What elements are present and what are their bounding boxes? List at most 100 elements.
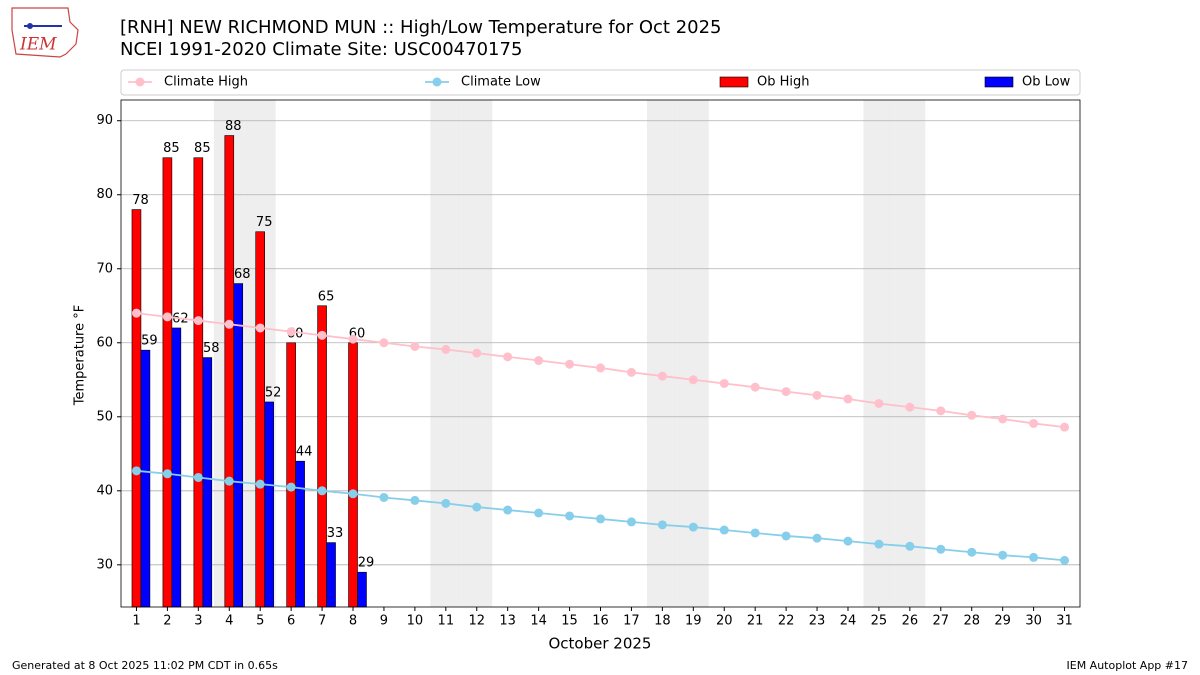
marker — [193, 316, 203, 326]
value-label: 44 — [296, 445, 313, 460]
x-tick-label: 12 — [468, 614, 485, 629]
marker — [657, 520, 667, 530]
x-tick-label: 5 — [256, 614, 264, 629]
marker — [472, 348, 482, 358]
weekend-shade — [863, 100, 895, 607]
marker — [936, 406, 946, 416]
x-tick-label: 23 — [809, 614, 826, 629]
legend-label: Ob High — [757, 75, 810, 90]
marker — [719, 378, 729, 388]
marker — [224, 476, 234, 486]
marker — [503, 505, 513, 515]
x-tick-label: 17 — [623, 614, 640, 629]
chart-subtitle: NCEI 1991-2020 Climate Site: USC00470175 — [120, 39, 522, 60]
x-tick-label: 7 — [318, 614, 326, 629]
marker — [224, 319, 234, 329]
marker — [565, 359, 575, 369]
marker — [750, 528, 760, 538]
marker — [348, 489, 358, 499]
x-tick-label: 16 — [592, 614, 609, 629]
y-tick-label: 60 — [96, 335, 113, 350]
x-tick-label: 21 — [747, 614, 764, 629]
x-tick-label: 30 — [1025, 614, 1042, 629]
x-tick-label: 24 — [840, 614, 857, 629]
y-tick-label: 50 — [96, 409, 113, 424]
x-tick-label: 9 — [380, 614, 388, 629]
marker — [812, 390, 822, 400]
marker — [1060, 422, 1070, 432]
marker — [286, 482, 296, 492]
marker — [193, 472, 203, 482]
value-label: 58 — [203, 341, 220, 356]
marker — [688, 522, 698, 532]
x-tick-label: 1 — [132, 614, 140, 629]
marker — [317, 486, 327, 496]
x-tick-label: 14 — [530, 614, 547, 629]
marker — [843, 394, 853, 404]
marker — [379, 492, 389, 502]
marker — [503, 352, 513, 362]
marker — [626, 517, 636, 527]
marker — [1060, 555, 1070, 565]
weekend-shade — [646, 100, 678, 607]
marker — [1029, 418, 1039, 428]
value-label: 65 — [318, 289, 335, 304]
marker — [565, 511, 575, 521]
bar — [233, 283, 244, 608]
x-axis-label: October 2025 — [549, 635, 652, 653]
marker — [936, 544, 946, 554]
chart-title: [RNH] NEW RICHMOND MUN :: High/Low Tempe… — [120, 17, 722, 38]
marker — [874, 398, 884, 408]
value-label: 78 — [132, 193, 149, 208]
x-tick-label: 18 — [654, 614, 671, 629]
bar — [162, 157, 173, 608]
footer-left: Generated at 8 Oct 2025 11:02 PM CDT in … — [12, 659, 278, 672]
marker — [410, 341, 420, 351]
value-label: 85 — [194, 141, 211, 156]
legend-label: Climate High — [164, 75, 248, 90]
bar — [286, 342, 296, 608]
legend-marker — [135, 77, 145, 87]
marker — [255, 479, 265, 489]
marker — [688, 375, 698, 385]
value-label: 33 — [327, 526, 344, 541]
value-label: 59 — [141, 334, 158, 349]
marker — [998, 414, 1008, 424]
bar — [202, 357, 213, 608]
marker — [441, 498, 451, 508]
x-tick-label: 22 — [778, 614, 795, 629]
legend-marker — [432, 77, 442, 87]
marker — [379, 338, 389, 348]
bar — [224, 135, 235, 608]
marker — [596, 514, 605, 524]
marker — [1029, 552, 1039, 562]
legend-swatch — [719, 76, 749, 88]
marker — [905, 541, 915, 551]
bar — [326, 542, 336, 608]
bar — [317, 305, 327, 608]
footer-right: IEM Autoplot App #17 — [1067, 659, 1189, 672]
marker — [131, 466, 141, 476]
bar — [131, 209, 142, 608]
value-label: 85 — [163, 141, 180, 156]
logo: IEM — [11, 7, 79, 58]
logo-outline — [11, 7, 79, 58]
bar — [255, 231, 265, 608]
x-tick-label: 6 — [287, 614, 295, 629]
weekend-shade — [677, 100, 709, 607]
marker — [874, 539, 884, 549]
x-tick-label: 15 — [561, 614, 578, 629]
value-label: 68 — [234, 267, 251, 282]
bar — [193, 157, 204, 608]
value-label: 52 — [265, 385, 282, 400]
x-tick-label: 4 — [225, 614, 233, 629]
marker — [750, 382, 760, 392]
x-tick-label: 8 — [349, 614, 357, 629]
bar — [357, 571, 367, 608]
marker — [657, 371, 667, 381]
bar — [171, 327, 182, 608]
marker — [162, 469, 172, 479]
x-tick-label: 13 — [499, 614, 516, 629]
marker — [534, 508, 544, 518]
x-tick-label: 10 — [407, 614, 424, 629]
